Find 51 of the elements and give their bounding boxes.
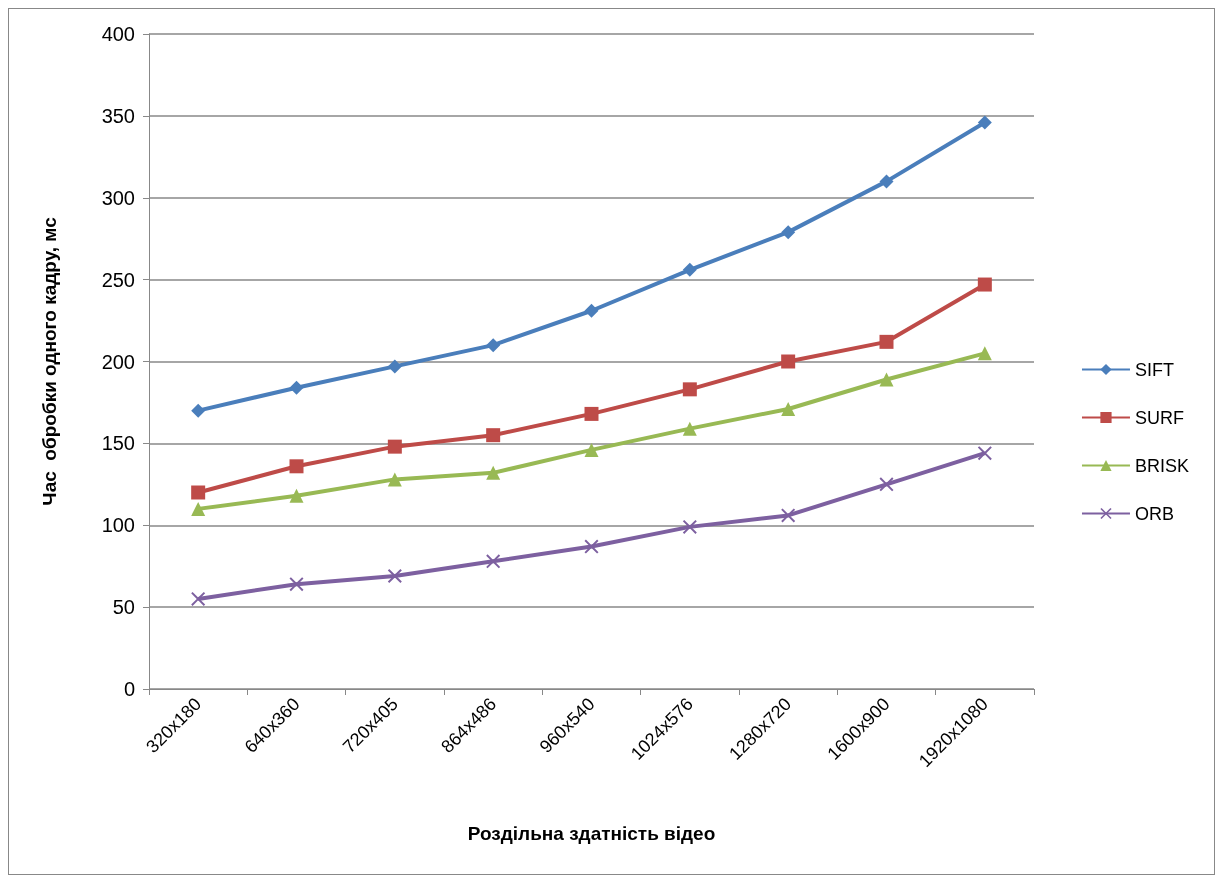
point xyxy=(584,406,599,421)
point xyxy=(879,334,894,349)
point xyxy=(486,554,501,569)
point xyxy=(387,439,402,454)
point xyxy=(977,346,992,361)
point xyxy=(191,501,206,516)
point xyxy=(682,262,697,277)
point xyxy=(191,403,206,418)
point xyxy=(584,303,599,318)
y-tick-label: 150 xyxy=(101,432,135,455)
point xyxy=(486,428,501,443)
point xyxy=(486,465,501,480)
point xyxy=(977,446,992,461)
legend-label: ORB xyxy=(1134,503,1174,524)
point xyxy=(682,382,697,397)
point xyxy=(289,380,304,395)
point xyxy=(682,421,697,436)
point xyxy=(682,519,697,534)
point xyxy=(191,591,206,606)
point xyxy=(387,472,402,487)
point xyxy=(879,372,894,387)
point xyxy=(977,115,992,130)
y-tick-label: 250 xyxy=(101,268,135,291)
point xyxy=(387,359,402,374)
point xyxy=(584,442,599,457)
point xyxy=(191,485,206,500)
point xyxy=(584,539,599,554)
point xyxy=(289,459,304,474)
y-tick-label: 400 xyxy=(101,23,135,45)
legend-label: SURF xyxy=(1134,407,1184,428)
point xyxy=(879,477,894,492)
y-tick-label: 50 xyxy=(112,596,135,619)
y-tick-label: 350 xyxy=(101,104,135,127)
point xyxy=(879,174,894,189)
point xyxy=(977,277,992,292)
point xyxy=(289,488,304,503)
point xyxy=(781,401,796,416)
legend-label: SIFT xyxy=(1134,359,1174,380)
point xyxy=(387,569,402,584)
point xyxy=(486,338,501,353)
point xyxy=(781,508,796,523)
y-tick-label: 200 xyxy=(101,350,135,373)
y-axis-title: Час обробки одного кадру, мс xyxy=(39,216,60,506)
y-tick-label: 0 xyxy=(123,678,135,700)
y-tick-label: 300 xyxy=(101,186,135,209)
legend-label: BRISK xyxy=(1134,455,1190,476)
y-tick-label: 100 xyxy=(101,514,135,537)
point xyxy=(781,354,796,369)
point xyxy=(781,225,796,240)
point xyxy=(289,577,304,592)
x-axis-title: Роздільна здатність відео xyxy=(467,823,716,844)
